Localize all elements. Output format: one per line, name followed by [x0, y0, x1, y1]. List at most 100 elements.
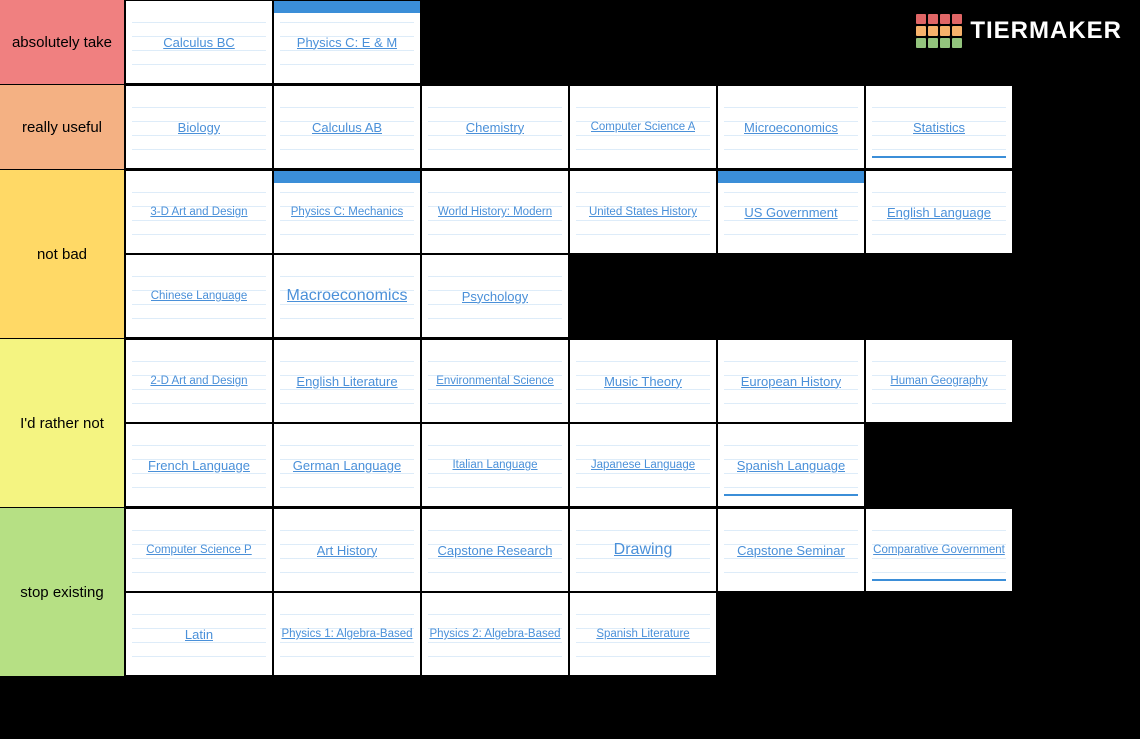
tier-item-label: Art History [317, 543, 378, 558]
tier-item-label: Chinese Language [151, 290, 248, 302]
tiermaker-logo[interactable]: TIERMAKER [916, 14, 1122, 48]
tier-item[interactable]: Physics C: E & M [273, 0, 421, 84]
tier-item[interactable]: European History [717, 339, 865, 423]
tier-item-label: Macroeconomics [287, 287, 408, 305]
logo-squares-icon [916, 14, 962, 48]
tier-label[interactable]: not bad [0, 170, 125, 338]
tier-items: Calculus BC Physics C: E & M [125, 0, 421, 84]
tier-item[interactable]: Calculus AB [273, 85, 421, 169]
tier-item-label: French Language [148, 458, 250, 473]
tier-item-label: Statistics [913, 120, 965, 135]
tier-item-label: Computer Science A [591, 121, 696, 133]
tier-item[interactable]: Italian Language [421, 423, 569, 507]
logo-sq [916, 26, 926, 36]
tier-item-label: Physics 2: Algebra-Based [429, 628, 560, 640]
logo-sq [940, 26, 950, 36]
tier-item-label: Physics C: E & M [297, 35, 397, 50]
tier-item-label: Computer Science P [146, 544, 251, 556]
tier-item-label: Physics 1: Algebra-Based [281, 628, 412, 640]
tier-item[interactable]: Computer Science P [125, 508, 273, 592]
tier-item-label: Comparative Government [873, 544, 1005, 556]
tier-item[interactable]: Latin [125, 592, 273, 676]
tier-item-label: German Language [293, 458, 401, 473]
tier-item[interactable]: Spanish Language [717, 423, 865, 507]
logo-sq [952, 38, 962, 48]
tier-item[interactable]: Physics 2: Algebra-Based [421, 592, 569, 676]
logo-sq [952, 14, 962, 24]
tier-item[interactable]: Physics C: Mechanics [273, 170, 421, 254]
tier-item[interactable]: United States History [569, 170, 717, 254]
tier-item[interactable]: Microeconomics [717, 85, 865, 169]
tier-label[interactable]: stop existing [0, 508, 125, 676]
tier-item-label: Music Theory [604, 374, 682, 389]
tier-item-label: Psychology [462, 289, 528, 304]
tier-list: absolutely take Calculus BC Physics C: E &… [0, 0, 1140, 677]
tier-items: 3-D Art and Design Physics C: Mechanics Wo… [125, 170, 1140, 338]
tier-item[interactable]: 3-D Art and Design [125, 170, 273, 254]
tier-item[interactable]: Chemistry [421, 85, 569, 169]
tier-item[interactable]: 2-D Art and Design [125, 339, 273, 423]
tier-item-label: Latin [185, 627, 213, 642]
tier-item-label: Capstone Seminar [737, 543, 845, 558]
tier-item[interactable]: US Government [717, 170, 865, 254]
logo-sq [940, 38, 950, 48]
tier-item-label: Environmental Science [436, 375, 554, 387]
tier-item-label: United States History [589, 206, 697, 218]
tier-label[interactable]: absolutely take [0, 0, 125, 84]
tier-item[interactable]: Drawing [569, 508, 717, 592]
tier-item[interactable]: Psychology [421, 254, 569, 338]
tier-items: Computer Science P Art History Capstone Re… [125, 508, 1140, 676]
logo-sq [928, 14, 938, 24]
logo-sq [916, 38, 926, 48]
tier-label[interactable]: I'd rather not [0, 339, 125, 507]
tier-item-label: English Language [887, 205, 991, 220]
tier-item[interactable]: Calculus BC [125, 0, 273, 84]
tier-item[interactable]: English Literature [273, 339, 421, 423]
tier-item[interactable]: Chinese Language [125, 254, 273, 338]
tier-item[interactable]: Art History [273, 508, 421, 592]
tier-item[interactable]: Comparative Government [865, 508, 1013, 592]
tier-item[interactable]: Physics 1: Algebra-Based [273, 592, 421, 676]
tier-item-label: 3-D Art and Design [150, 206, 247, 218]
logo-sq [940, 14, 950, 24]
tier-item[interactable]: Environmental Science [421, 339, 569, 423]
tier-item-label: Italian Language [452, 459, 537, 471]
tier-item-label: Spanish Language [737, 458, 845, 473]
tier-item-label: Capstone Research [438, 543, 553, 558]
tier-item-label: US Government [744, 205, 837, 220]
tier-item-label: World History: Modern [438, 206, 552, 218]
tier-item[interactable]: Macroeconomics [273, 254, 421, 338]
logo-text: TIERMAKER [970, 17, 1122, 45]
tier-item-label: Calculus AB [312, 120, 382, 135]
logo-sq [916, 14, 926, 24]
tier-item[interactable]: German Language [273, 423, 421, 507]
tier-item-label: Biology [178, 120, 221, 135]
tier-label[interactable]: really useful [0, 85, 125, 169]
tier-row: really useful Biology Calculus AB Chemistry… [0, 85, 1140, 170]
tier-item[interactable]: Human Geography [865, 339, 1013, 423]
tier-item-label: Spanish Literature [596, 628, 689, 640]
tier-item[interactable]: English Language [865, 170, 1013, 254]
tier-item[interactable]: Spanish Literature [569, 592, 717, 676]
logo-sq [928, 26, 938, 36]
tier-row: I'd rather not2-D Art and Design English … [0, 339, 1140, 508]
tier-item-label: Physics C: Mechanics [291, 206, 403, 218]
tier-item[interactable]: French Language [125, 423, 273, 507]
tier-item-label: Human Geography [890, 375, 987, 387]
tier-items: 2-D Art and Design English Literature Envi… [125, 339, 1140, 507]
tier-item-label: Microeconomics [744, 120, 838, 135]
tier-item[interactable]: World History: Modern [421, 170, 569, 254]
tier-item[interactable]: Japanese Language [569, 423, 717, 507]
tier-item[interactable]: Statistics [865, 85, 1013, 169]
tier-item-label: English Literature [296, 374, 397, 389]
tier-item[interactable]: Music Theory [569, 339, 717, 423]
tier-row: stop existing Computer Science P Art Histo… [0, 508, 1140, 677]
tier-item-label: Japanese Language [591, 459, 695, 471]
tier-item[interactable]: Capstone Seminar [717, 508, 865, 592]
logo-sq [952, 26, 962, 36]
tier-item[interactable]: Biology [125, 85, 273, 169]
tier-item[interactable]: Capstone Research [421, 508, 569, 592]
tier-item[interactable]: Computer Science A [569, 85, 717, 169]
tier-row: not bad 3-D Art and Design Physics C: Mech… [0, 170, 1140, 339]
tier-item-label: Calculus BC [163, 35, 235, 50]
